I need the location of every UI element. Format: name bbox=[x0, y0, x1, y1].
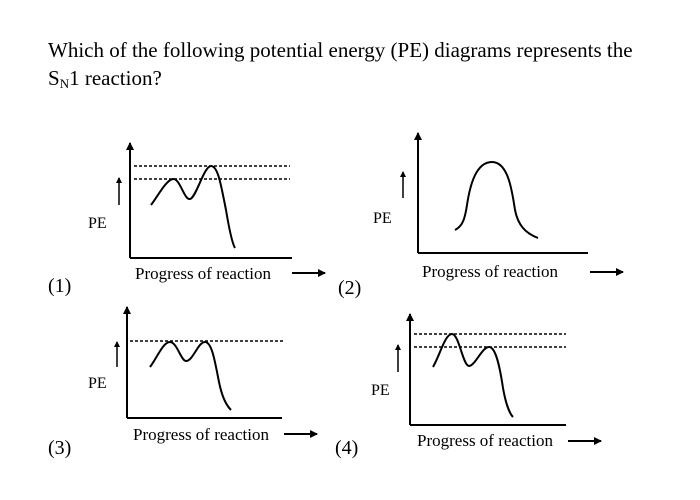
option-label-2: (2) bbox=[338, 277, 362, 299]
pe-label-4: PE bbox=[371, 382, 390, 399]
option-label-3: (3) bbox=[48, 437, 72, 459]
diagram-1 bbox=[116, 142, 326, 277]
energy-curve-2 bbox=[454, 160, 539, 239]
pe-label-1: PE bbox=[88, 215, 107, 232]
energy-curve-4 bbox=[432, 332, 514, 418]
diagram-2 bbox=[400, 132, 624, 276]
x-label-1: Progress of reaction bbox=[135, 264, 271, 283]
x-label-3: Progress of reaction bbox=[133, 425, 269, 444]
diagram-4 bbox=[395, 313, 602, 445]
question-subscript: N bbox=[59, 76, 70, 91]
question-prefix: Which of the following potential energy … bbox=[48, 38, 633, 90]
diagram-3 bbox=[114, 306, 318, 438]
pe-label-2: PE bbox=[373, 210, 392, 227]
question-suffix: 1 reaction? bbox=[69, 66, 162, 90]
x-label-4: Progress of reaction bbox=[417, 431, 553, 450]
energy-curve-1 bbox=[150, 164, 236, 249]
option-label-4: (4) bbox=[335, 437, 359, 459]
pe-label-3: PE bbox=[88, 375, 107, 392]
option-label-1: (1) bbox=[48, 275, 72, 297]
x-label-2: Progress of reaction bbox=[422, 262, 558, 281]
energy-curve-3 bbox=[149, 340, 232, 411]
question-text: Which of the following potential energy … bbox=[48, 36, 668, 98]
